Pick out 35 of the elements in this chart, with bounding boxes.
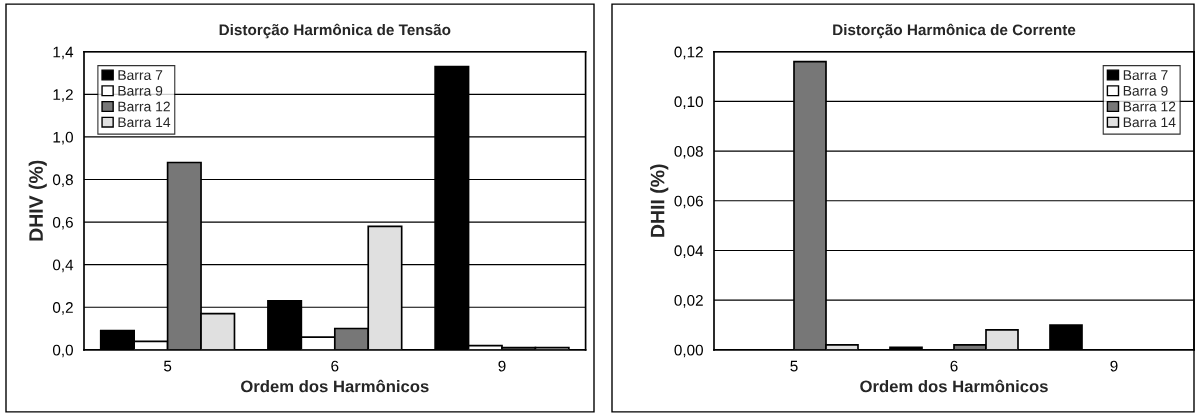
y-tick-label: 0,12 (674, 46, 703, 60)
legend-label: Barra 9 (1123, 85, 1168, 96)
y-tick-label: 0,6 (52, 216, 73, 230)
x-axis-title: Ordem dos Harmônicos (241, 379, 429, 393)
y-axis-title: DHII (%) (650, 164, 669, 237)
legend-label: Barra 14 (118, 117, 171, 128)
x-tick-label: 6 (331, 360, 339, 372)
y-tick-label: 1,4 (53, 46, 74, 60)
y-tick-label: 0,0 (52, 344, 73, 358)
y-tick-label: 0,00 (674, 344, 703, 358)
legend-label: Barra 9 (118, 85, 163, 96)
y-tick-label: 0,8 (52, 174, 73, 187)
legend-label: Barra 12 (1123, 101, 1176, 112)
x-tick-label: 5 (790, 360, 798, 372)
y-axis-title: DHIV (%) (28, 160, 47, 241)
y-tick-label: 1,2 (53, 89, 73, 102)
y-tick-label: 0,08 (674, 145, 703, 159)
y-tick-label: 0,4 (52, 259, 74, 273)
x-tick-label: 9 (498, 360, 506, 372)
legend-label: Barra 14 (1123, 117, 1176, 128)
x-tick-label: 6 (950, 360, 958, 372)
legend-label: Barra 7 (1123, 70, 1168, 81)
y-tick-label: 0,06 (674, 195, 703, 209)
x-axis-title: Ordem dos Harmônicos (860, 379, 1048, 393)
y-tick-label: 0,02 (674, 295, 703, 308)
x-tick-label: 9 (1110, 360, 1118, 372)
legend-label: Barra 12 (118, 101, 170, 112)
y-tick-label: 1,0 (53, 131, 73, 145)
y-tick-label: 0,10 (674, 96, 703, 109)
legend-label: Barra 7 (118, 70, 163, 81)
chart-title: Distorção Harmônica de Corrente (833, 23, 1076, 39)
y-tick-label: 0,04 (674, 245, 704, 258)
chart-title: Distorção Harmônica de Tensão (219, 23, 451, 39)
y-tick-label: 0,2 (52, 302, 73, 315)
x-tick-label: 5 (163, 360, 172, 372)
